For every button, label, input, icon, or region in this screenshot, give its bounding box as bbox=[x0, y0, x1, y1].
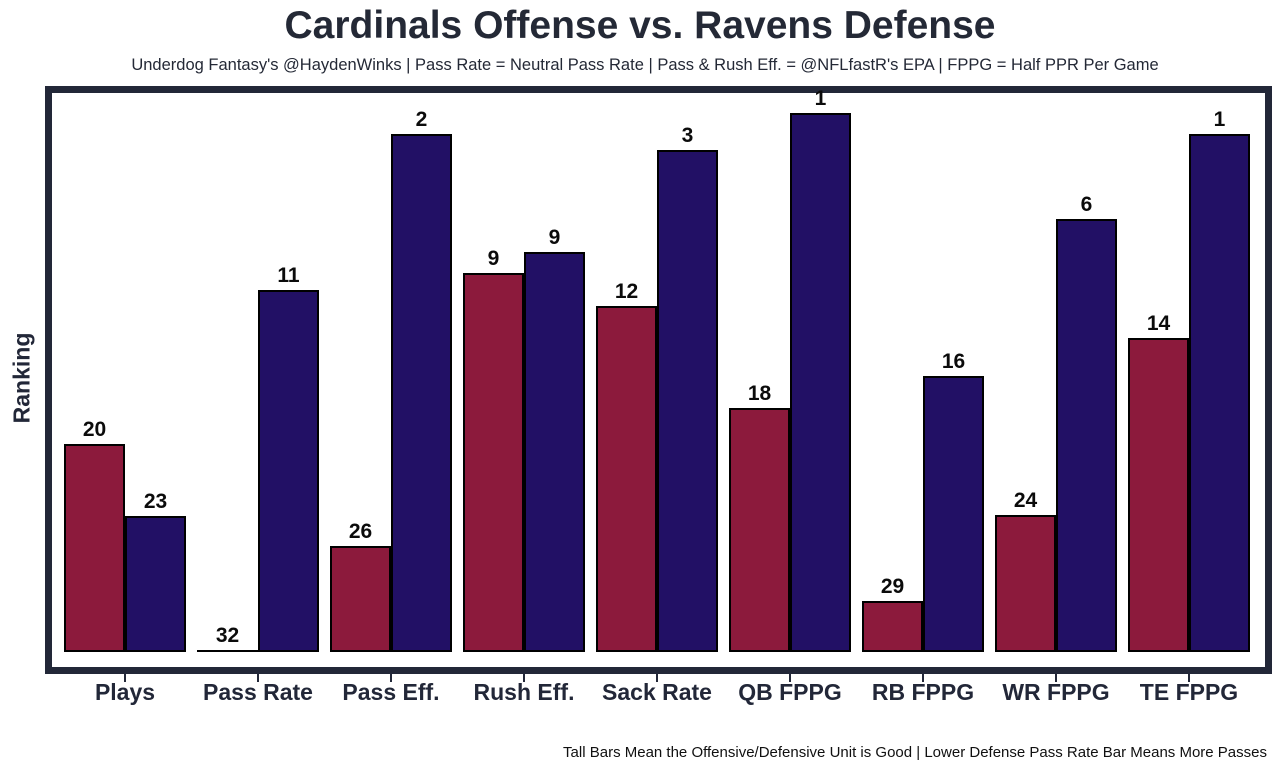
bar-ravens-defense-wr-fppg bbox=[1056, 219, 1117, 652]
bar-value-label: 16 bbox=[941, 350, 966, 373]
x-axis-label-qb-fppg: QB FPPG bbox=[738, 679, 842, 705]
bar-value-label: 32 bbox=[215, 624, 240, 647]
chart-subtitle: Underdog Fantasy's @HaydenWinks | Pass R… bbox=[131, 56, 1159, 74]
plot-area: 20 23 32 11 26 2 9 9 12 3 18 1 29 16 24 6 14 1 bbox=[45, 86, 1272, 674]
bar-value-label: 23 bbox=[143, 490, 168, 513]
bar-value-label: 1 bbox=[814, 87, 827, 110]
bar-cardinals-offense-rb-fppg bbox=[862, 601, 923, 652]
chart-title: Cardinals Offense vs. Ravens Defense bbox=[284, 4, 996, 47]
x-axis-tick bbox=[789, 673, 791, 682]
bar-value-label: 6 bbox=[1080, 193, 1093, 216]
bar-cardinals-offense-te-fppg bbox=[1128, 338, 1189, 652]
x-axis-label-rush-eff: Rush Eff. bbox=[473, 679, 575, 705]
bar-value-label: 1 bbox=[1213, 108, 1226, 131]
bar-cardinals-offense-sack-rate bbox=[596, 306, 657, 652]
bar-ravens-defense-plays bbox=[125, 516, 186, 652]
bar-ravens-defense-rush-eff bbox=[524, 252, 585, 652]
bar-value-label: 26 bbox=[348, 520, 373, 543]
x-axis-label-wr-fppg: WR FPPG bbox=[1002, 679, 1110, 705]
x-axis-tick bbox=[390, 673, 392, 682]
bar-value-label: 24 bbox=[1013, 489, 1038, 512]
x-axis-label-pass-eff: Pass Eff. bbox=[342, 679, 440, 705]
bar-cardinals-offense-pass-rate bbox=[197, 650, 258, 652]
bar-ravens-defense-te-fppg bbox=[1189, 134, 1250, 652]
x-axis-label-pass-rate: Pass Rate bbox=[203, 679, 313, 705]
bar-value-label: 3 bbox=[681, 124, 694, 147]
x-axis-tick bbox=[922, 673, 924, 682]
bar-ravens-defense-pass-eff bbox=[391, 134, 452, 652]
x-axis-tick bbox=[124, 673, 126, 682]
bar-value-label: 9 bbox=[548, 226, 561, 249]
x-axis-label-te-fppg: TE FPPG bbox=[1139, 679, 1239, 705]
bar-cardinals-offense-rush-eff bbox=[463, 273, 524, 652]
x-axis-tick bbox=[656, 673, 658, 682]
bar-value-label: 14 bbox=[1146, 312, 1171, 335]
bar-value-label: 20 bbox=[82, 418, 107, 441]
y-axis-label-text: Ranking bbox=[8, 332, 35, 424]
bar-ravens-defense-qb-fppg bbox=[790, 113, 851, 652]
bar-cardinals-offense-pass-eff bbox=[330, 546, 391, 652]
x-axis-tick bbox=[1055, 673, 1057, 682]
x-axis-tick bbox=[1188, 673, 1190, 682]
x-axis-label-rb-fppg: RB FPPG bbox=[871, 679, 975, 705]
x-axis-tick bbox=[523, 673, 525, 682]
chart-footnote: Tall Bars Mean the Offensive/Defensive U… bbox=[563, 744, 1267, 761]
bar-ravens-defense-rb-fppg bbox=[923, 376, 984, 652]
bar-ravens-defense-pass-rate bbox=[258, 290, 319, 652]
x-axis-label-plays: Plays bbox=[94, 679, 156, 705]
bar-cardinals-offense-qb-fppg bbox=[729, 408, 790, 652]
bar-cardinals-offense-plays bbox=[64, 444, 125, 652]
bar-ravens-defense-sack-rate bbox=[657, 150, 718, 652]
bar-value-label: 12 bbox=[614, 280, 639, 303]
x-axis-tick bbox=[257, 673, 259, 682]
bar-value-label: 11 bbox=[277, 264, 300, 287]
bar-value-label: 29 bbox=[880, 575, 905, 598]
x-axis-label-sack-rate: Sack Rate bbox=[602, 679, 712, 705]
bar-cardinals-offense-wr-fppg bbox=[995, 515, 1056, 652]
bar-value-label: 18 bbox=[747, 382, 772, 405]
bar-value-label: 2 bbox=[415, 108, 428, 131]
bar-value-label: 9 bbox=[487, 247, 500, 270]
